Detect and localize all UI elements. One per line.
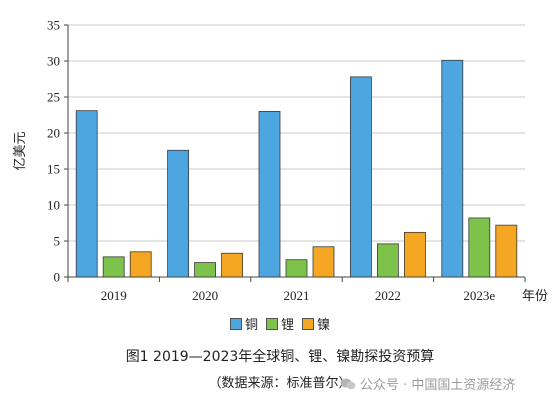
bar-铜-2023e xyxy=(441,59,464,278)
x-tick-label: 2020 xyxy=(192,288,218,303)
x-axis-label: 年份 xyxy=(522,289,548,304)
y-tick-label: 35 xyxy=(47,18,60,33)
y-tick-label: 20 xyxy=(47,126,60,141)
bar-镍-2021 xyxy=(312,246,335,278)
legend-swatch xyxy=(229,317,242,330)
y-tick-label: 0 xyxy=(54,270,61,285)
x-tick-label: 2022 xyxy=(375,288,401,303)
x-tick-label: 2019 xyxy=(101,288,127,303)
figure-caption: 图1 2019—2023年全球铜、锂、镍勘探投资预算 xyxy=(125,349,435,365)
bar-锂-2022 xyxy=(376,243,399,278)
watermark: 公众号 · 中国国土资源经济 xyxy=(340,374,515,393)
x-tick-label: 2021 xyxy=(284,288,310,303)
bar-铜-2021 xyxy=(258,111,281,278)
bar-锂-2020 xyxy=(194,262,217,278)
legend-item: 镍 xyxy=(302,314,330,333)
bar-镍-2023e xyxy=(495,224,518,278)
gridlines xyxy=(68,24,525,242)
bar-铜-2020 xyxy=(167,149,190,278)
x-tick-label: 2023e xyxy=(463,288,495,303)
legend-item: 铜 xyxy=(229,314,258,333)
y-tick-label: 15 xyxy=(47,162,60,177)
bar-镍-2020 xyxy=(221,252,244,278)
legend-label: 锂 xyxy=(280,318,294,333)
bar-锂-2021 xyxy=(285,259,308,278)
x-axis: 2019 2020 2021 2022 2023e xyxy=(67,276,526,303)
bar-镍-2019 xyxy=(129,251,152,278)
bars xyxy=(75,59,518,278)
bar-镍-2022 xyxy=(403,231,426,278)
bar-锂-2023e xyxy=(468,217,491,278)
y-axis: 0 5 10 15 20 25 30 35 xyxy=(47,18,69,285)
y-tick-label: 30 xyxy=(47,54,60,69)
y-tick-label: 10 xyxy=(47,198,60,213)
y-axis-label: 亿美元 xyxy=(13,131,28,170)
watermark-text: 公众号 · 中国国土资源经济 xyxy=(360,378,516,393)
y-tick-label: 25 xyxy=(47,90,60,105)
legend-swatch xyxy=(302,317,314,330)
legend-item: 锂 xyxy=(265,314,294,333)
legend-label: 铜 xyxy=(244,318,258,333)
bar-锂-2019 xyxy=(102,256,125,278)
data-source: （数据来源：标准普尔） xyxy=(208,376,352,391)
legend-swatch xyxy=(265,317,278,330)
wechat-icon xyxy=(340,378,356,389)
legend-label: 镍 xyxy=(317,318,331,333)
legend: 铜锂镍 xyxy=(0,314,560,334)
y-tick-label: 5 xyxy=(54,234,61,249)
bar-铜-2022 xyxy=(349,76,372,278)
bar-铜-2019 xyxy=(75,110,98,278)
